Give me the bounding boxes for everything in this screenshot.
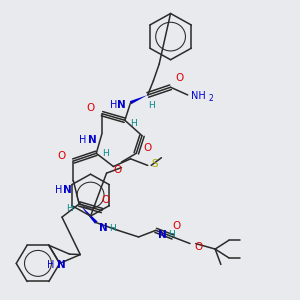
Text: O: O — [86, 103, 95, 113]
Polygon shape — [79, 204, 98, 224]
Text: N: N — [57, 260, 66, 270]
Text: O: O — [172, 221, 180, 231]
Text: H: H — [168, 230, 175, 239]
Text: O: O — [176, 74, 184, 83]
Text: O: O — [101, 194, 110, 205]
Text: H: H — [47, 260, 55, 270]
Text: H: H — [109, 224, 116, 233]
Text: N: N — [99, 223, 107, 233]
Text: H: H — [148, 101, 154, 110]
Text: NH: NH — [190, 91, 206, 101]
Text: N: N — [88, 135, 97, 145]
Text: O: O — [58, 151, 66, 160]
Polygon shape — [130, 95, 148, 104]
Text: O: O — [114, 165, 122, 175]
Text: 2: 2 — [208, 94, 213, 103]
Text: H: H — [79, 135, 86, 145]
Text: H: H — [67, 204, 73, 213]
Text: O: O — [194, 242, 202, 252]
Text: H: H — [102, 149, 109, 158]
Text: H: H — [110, 100, 117, 110]
Text: O: O — [144, 143, 152, 153]
Text: N: N — [63, 184, 72, 195]
Text: N: N — [158, 230, 167, 240]
Text: S: S — [151, 159, 158, 169]
Text: N: N — [117, 100, 126, 110]
Text: H: H — [55, 184, 62, 195]
Text: H: H — [130, 119, 137, 128]
